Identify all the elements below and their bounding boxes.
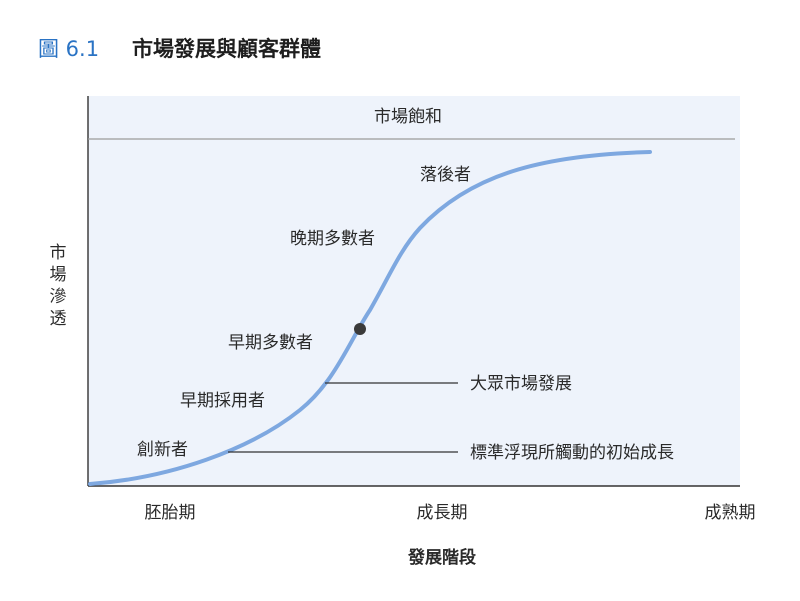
stage-maturity-label: 成熟期 — [705, 502, 756, 523]
early-majority-label: 早期多數者 — [228, 333, 313, 353]
laggards-label: 落後者 — [420, 165, 471, 185]
y-axis-label-char-4: 透 — [50, 309, 67, 329]
stage-growth-label: 成長期 — [417, 503, 468, 523]
inflection-point-marker — [354, 323, 366, 335]
mass-market-label: 大眾市場發展 — [470, 374, 572, 394]
y-axis-label-char-2: 場 — [50, 265, 67, 285]
figure-number: 圖 6.1 — [38, 37, 100, 61]
innovators-label: 創新者 — [137, 440, 188, 460]
adoption-curve — [88, 150, 652, 486]
x-axis-label: 發展階段 — [407, 547, 476, 568]
figure-title: 市場發展與顧客群體 — [132, 37, 321, 61]
stage-embryonic-label: 胚胎期 — [145, 503, 196, 523]
y-axis-label-char-1: 市 — [50, 243, 67, 263]
y-axis-label-char-3: 滲 — [50, 287, 67, 307]
plot-panel — [88, 96, 740, 486]
standard-growth-label: 標準浮現所觸動的初始成長 — [470, 443, 674, 463]
early-adopters-label: 早期採用者 — [180, 391, 265, 411]
saturation-label: 市場飽和 — [374, 107, 442, 127]
late-majority-label: 晚期多數者 — [290, 229, 375, 249]
